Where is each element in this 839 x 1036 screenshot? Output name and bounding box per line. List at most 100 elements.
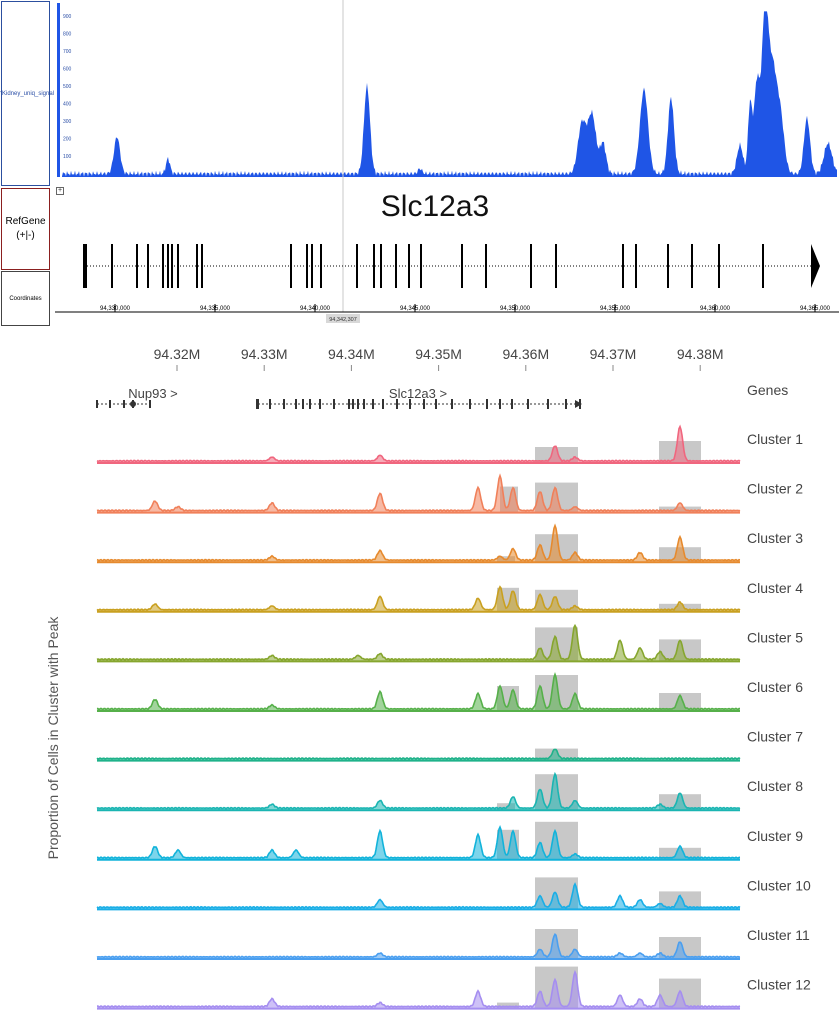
gene-exon	[196, 244, 198, 288]
slc12a3-exon	[511, 399, 513, 409]
cluster-signal-area	[97, 827, 740, 860]
cluster-track: Cluster 5	[96, 623, 803, 663]
cluster-signal-line	[96, 623, 741, 662]
position-axis: 94.32M 94.33M 94.34M 94.35M 94.36M 94.37M 94.3…	[154, 346, 724, 371]
nup93-exon	[123, 400, 125, 408]
cluster-signal-area	[97, 773, 740, 811]
gene-exon	[395, 244, 397, 288]
cluster-label: Cluster 1	[747, 431, 803, 447]
gene-name-nup93: Nup93 >	[128, 386, 178, 401]
cluster-signal-line	[96, 672, 740, 711]
coordinates-track-label-box[interactable]: Coordinates	[1, 271, 50, 326]
coord-tick-label: 94,345,000	[400, 306, 431, 312]
gene-exon	[356, 244, 358, 288]
cluster-track: Cluster 7	[96, 729, 803, 762]
gene-exon	[111, 244, 113, 288]
slc12a3-exon-start	[256, 399, 259, 409]
slc12a3-exon	[423, 399, 425, 409]
slc12a3-exon	[352, 399, 354, 409]
coordinates-track-label: Coordinates	[9, 295, 42, 302]
cluster-label: Cluster 3	[747, 530, 803, 546]
signal-track-label: mKidney_uniq_signal	[0, 90, 55, 97]
gene-title: Slc12a3	[380, 190, 490, 223]
gene-track-label: RefGene	[5, 216, 46, 227]
cluster-track: Cluster 6	[96, 672, 803, 712]
coord-tick-label: 94,355,000	[600, 306, 631, 312]
gene-exon	[622, 244, 624, 288]
cluster-label: Cluster 7	[747, 729, 803, 745]
cluster-track: Cluster 4	[96, 580, 803, 613]
cluster-signal-line	[96, 424, 741, 464]
signal-scale-tick: 400	[63, 102, 72, 108]
gene-exon	[461, 244, 463, 288]
gene-exon	[147, 244, 149, 288]
cursor-position-badge	[326, 314, 360, 323]
coordinate-ruler: 94,330,000 94,335,000 94,340,000 94,345,000…	[55, 304, 839, 323]
signal-track-label-box[interactable]: mKidney_uniq_signal	[0, 1, 54, 186]
gene-exon	[320, 244, 322, 288]
cluster-label: Cluster 9	[747, 828, 803, 844]
slc12a3-exon	[382, 399, 384, 409]
axis-tick-label: 94.33M	[241, 346, 288, 362]
slc12a3-exon	[499, 399, 501, 409]
coord-tick-label: 94,360,000	[700, 306, 731, 312]
expand-toggle-icon[interactable]: +	[56, 187, 64, 195]
gene-model-track	[83, 244, 820, 288]
axis-tick-label: 94.38M	[677, 346, 724, 362]
gene-strand-arrow	[811, 244, 820, 288]
gene-exon	[485, 244, 487, 288]
gene-exon	[635, 244, 637, 288]
cluster-label: Cluster 5	[747, 629, 803, 645]
genome-browser-panel: mKidney_uniq_signal RefGene (+|-) Coordi…	[0, 0, 839, 330]
slc12a3-end-marker	[575, 400, 582, 408]
slc12a3-exon	[302, 399, 304, 409]
signal-scale-tick: 600	[63, 67, 72, 73]
gene-exon	[306, 244, 308, 288]
slc12a3-exon	[309, 399, 311, 409]
signal-scale-bar	[57, 3, 60, 177]
slc12a3-exon	[333, 399, 335, 409]
cluster-signal-line	[97, 969, 741, 1009]
signal-scale-tick: 500	[63, 84, 72, 90]
cluster-signal-line	[96, 523, 741, 563]
cluster-signal-line	[96, 825, 741, 860]
peak-highlight-box	[497, 1002, 519, 1009]
peak-highlight-box	[497, 803, 515, 811]
cluster-tracks: Cluster 1 Cluster 2 Cluster 3 Cluster 4 Clus…	[96, 424, 811, 1010]
signal-scale-tick: 800	[63, 32, 72, 38]
gene-exon	[171, 244, 173, 288]
gene-exon	[408, 244, 410, 288]
cluster-track: Cluster 9	[96, 821, 803, 861]
gene-exon	[691, 244, 693, 288]
axis-tick-label: 94.37M	[590, 346, 637, 362]
slc12a3-exon	[451, 399, 453, 409]
gene-exon	[420, 244, 422, 288]
cluster-signal-area	[97, 426, 740, 463]
cluster-signal-area	[97, 674, 740, 711]
gene-exon	[162, 244, 164, 288]
signal-scale-tick: 200	[63, 137, 72, 143]
cursor-position-label: 94,342,307	[329, 317, 357, 323]
cluster-label: Cluster 4	[747, 580, 803, 596]
gene-track-label-box[interactable]: RefGene (+|-)	[1, 188, 50, 270]
slc12a3-exon	[565, 399, 567, 409]
gene-exon	[667, 244, 669, 288]
slc12a3-exon	[372, 399, 374, 409]
cluster-track: Cluster 11	[96, 927, 810, 960]
gene-exon	[167, 244, 169, 288]
cluster-track: Cluster 2	[96, 473, 803, 514]
coord-tick-label: 94,330,000	[100, 306, 131, 312]
gene-exon	[762, 244, 764, 288]
signal-scale-tick: 300	[63, 119, 72, 125]
gene-exon	[380, 244, 382, 288]
slc12a3-exon	[469, 399, 471, 409]
nup93-marker	[130, 401, 136, 407]
signal-scale-tick: 100	[63, 154, 72, 160]
coord-tick-label: 94,340,000	[300, 306, 331, 312]
cluster-track: Cluster 8	[96, 771, 803, 812]
gene-exon	[177, 244, 179, 288]
cluster-signal-line	[96, 585, 741, 612]
slc12a3-exon	[295, 399, 297, 409]
cluster-label: Cluster 12	[747, 977, 811, 993]
